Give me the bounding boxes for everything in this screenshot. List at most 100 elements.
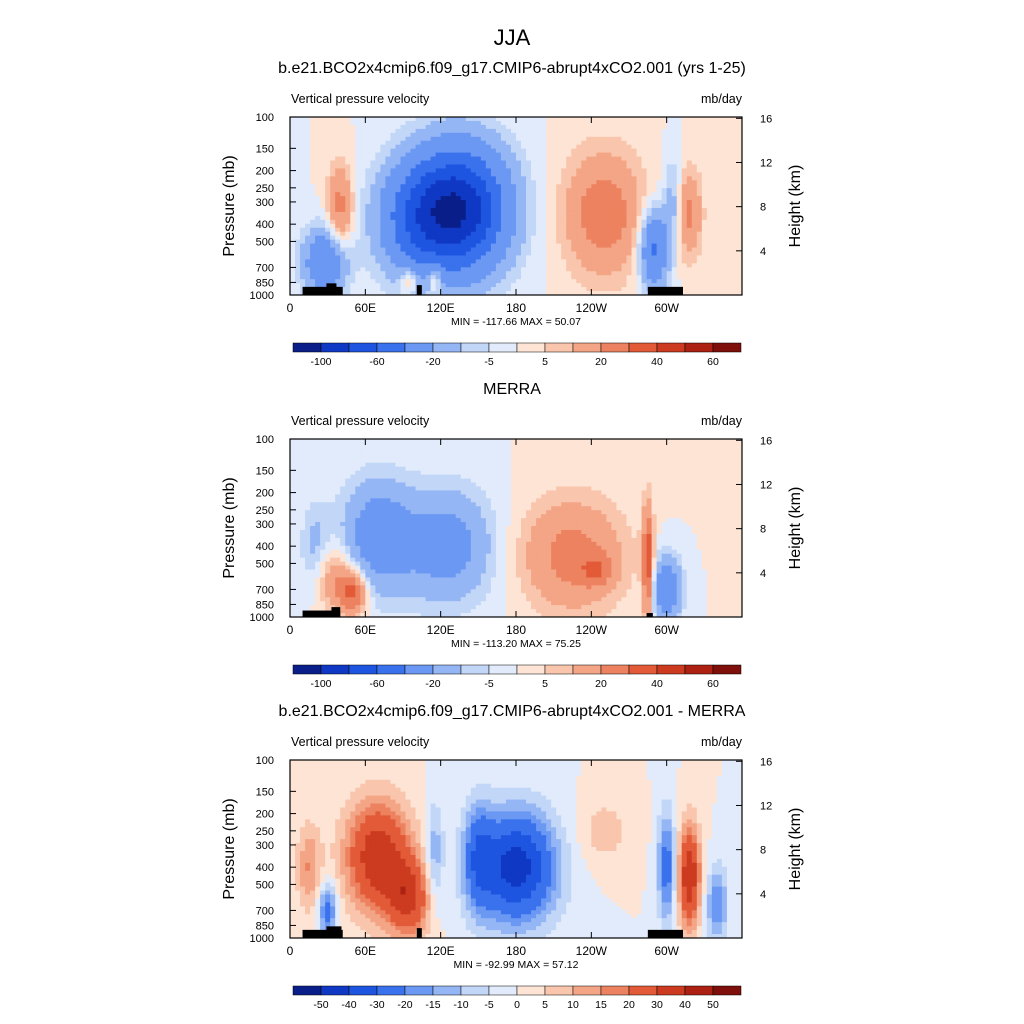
heatmap-cell [470, 239, 477, 244]
heatmap-cell [636, 267, 642, 272]
heatmap-cell [726, 172, 733, 177]
heatmap-cell [591, 215, 597, 221]
heatmap-cell [355, 557, 361, 563]
heatmap-cell [736, 279, 743, 284]
heatmap-cell [350, 231, 356, 237]
heatmap-cell [290, 291, 296, 296]
heatmap-cell [656, 239, 663, 244]
heatmap-cell [365, 593, 371, 598]
heatmap-cell [410, 184, 416, 189]
heatmap-cell [621, 239, 627, 244]
heatmap-cell [566, 117, 572, 122]
heatmap-cell [631, 120, 637, 126]
heatmap-cell [561, 184, 567, 189]
heatmap-cell [440, 144, 447, 150]
heatmap-cell [681, 148, 688, 153]
heatmap-cell [295, 267, 301, 272]
heatmap-cell [706, 184, 713, 189]
heatmap-cell [340, 279, 346, 284]
heatmap-cell [691, 136, 698, 142]
heatmap-cell [310, 597, 316, 602]
heatmap-cell [325, 553, 331, 559]
heatmap-cell [360, 565, 366, 570]
heatmap-cell [631, 235, 637, 241]
heatmap-cell [440, 279, 447, 284]
heatmap-cell [465, 124, 472, 130]
heatmap-cell [606, 283, 612, 288]
heatmap-cell [330, 549, 336, 555]
heatmap-cell [706, 243, 713, 248]
heatmap-cell [360, 439, 366, 444]
heatmap-cell [611, 117, 617, 122]
heatmap-cell [616, 196, 622, 201]
heatmap-cell [355, 490, 361, 495]
heatmap-cell [556, 160, 562, 165]
heatmap-cell [546, 204, 552, 209]
heatmap-cell [345, 533, 351, 539]
heatmap-cell [350, 172, 356, 177]
heatmap-cell [480, 200, 487, 205]
heatmap-cell [526, 152, 532, 157]
heatmap-cell [661, 247, 668, 252]
heatmap-cell [390, 283, 396, 288]
heatmap-cell [641, 235, 647, 241]
heatmap-cell [435, 152, 442, 157]
heatmap-cell [541, 168, 547, 173]
heatmap-cell [360, 462, 366, 468]
heatmap-cell [671, 283, 678, 288]
heatmap-cell [385, 124, 391, 130]
heatmap-cell [500, 184, 507, 189]
heatmap-cell [360, 132, 366, 138]
heatmap-cell [290, 148, 296, 153]
heatmap-cell [335, 200, 341, 205]
heatmap-cell [290, 144, 296, 150]
heatmap-cell [405, 184, 411, 189]
heatmap-cell [360, 117, 366, 122]
heatmap-cell [526, 247, 532, 252]
heatmap-cell [566, 136, 572, 142]
heatmap-cell [345, 188, 351, 193]
heatmap-cell [380, 589, 386, 594]
heatmap-cell [440, 227, 447, 233]
heatmap-cell [355, 172, 361, 177]
heatmap-cell [425, 207, 432, 213]
heatmap-cell [485, 211, 492, 217]
heatmap-cell [701, 140, 708, 146]
heatmap-cell [380, 204, 386, 209]
heatmap-cell [290, 494, 296, 499]
heatmap-cell [731, 156, 738, 161]
heatmap-cell [305, 439, 311, 444]
heatmap-cell [571, 255, 577, 260]
heatmap-cell [516, 271, 522, 276]
heatmap-cell [390, 180, 396, 185]
heatmap-cell [510, 140, 517, 146]
heatmap-cell [576, 223, 582, 229]
heatmap-cell [531, 287, 537, 292]
heatmap-cell [300, 164, 306, 169]
heatmap-cell [656, 231, 663, 237]
heatmap-cell [395, 239, 401, 244]
heatmap-cell [290, 271, 296, 276]
heatmap-cell [495, 255, 502, 260]
heatmap-cell [651, 255, 658, 260]
heatmap-cell [360, 526, 366, 531]
heatmap-cell [380, 227, 386, 233]
heatmap-cell [450, 207, 457, 213]
heatmap-cell [410, 136, 416, 142]
heatmap-cell [641, 207, 647, 213]
heatmap-cell [596, 263, 602, 268]
heatmap-cell [726, 144, 733, 150]
heatmap-cell [646, 180, 652, 185]
heatmap-cell [611, 267, 617, 272]
heatmap-cell [370, 573, 376, 578]
heatmap-cell [305, 283, 311, 288]
heatmap-cell [671, 144, 678, 150]
heatmap-cell [415, 164, 421, 169]
heatmap-cell [641, 211, 647, 217]
heatmap-cell [531, 231, 537, 237]
heatmap-cell [576, 184, 582, 189]
heatmap-cell [335, 160, 341, 165]
heatmap-cell [360, 545, 366, 551]
heatmap-cell [320, 498, 326, 503]
heatmap-cell [601, 235, 607, 241]
